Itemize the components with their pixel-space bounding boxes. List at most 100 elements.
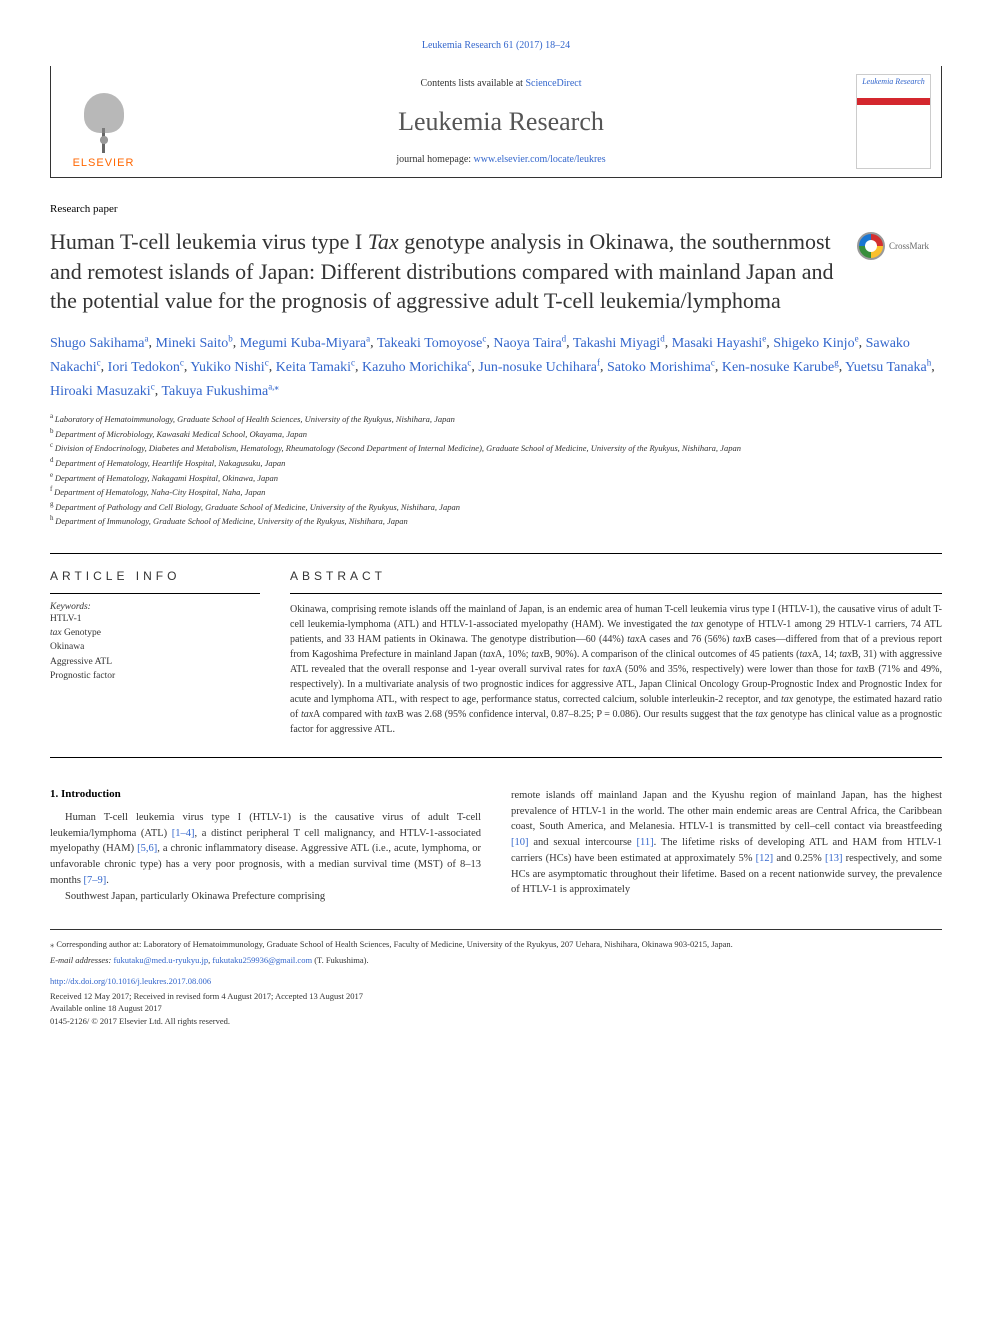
footer-divider: [50, 929, 942, 930]
email-link-2[interactable]: fukutaku259936@gmail.com: [212, 955, 312, 965]
ref-link[interactable]: [5,6]: [137, 843, 157, 854]
author-name[interactable]: Jun-nosuke Uchihara: [478, 360, 597, 375]
journal-title: Leukemia Research: [176, 107, 826, 137]
affiliation: e Department of Hematology, Nakagami Hos…: [50, 470, 942, 485]
keywords-label: Keywords:: [50, 602, 260, 612]
crossmark-badge[interactable]: CrossMark: [857, 232, 942, 260]
author-affiliation-ref: c: [265, 357, 269, 367]
author: Keita Tamakic: [276, 360, 355, 375]
author: Shigeko Kinjoe: [773, 336, 858, 351]
author-name[interactable]: Satoko Morishima: [607, 360, 711, 375]
email-line: E-mail addresses: fukutaku@med.u-ryukyu.…: [50, 954, 942, 967]
author-name[interactable]: Shigeko Kinjo: [773, 336, 854, 351]
author-name[interactable]: Keita Tamaki: [276, 360, 351, 375]
author-affiliation-ref: d: [562, 333, 567, 343]
crossmark-icon: [857, 232, 885, 260]
author-affiliation-ref: b: [228, 333, 233, 343]
author-name[interactable]: Iori Tedokon: [108, 360, 180, 375]
author-affiliation-ref: a,⁎: [268, 381, 279, 391]
email-suffix: (T. Fukushima).: [312, 955, 369, 965]
journal-header: ELSEVIER Contents lists available at Sci…: [50, 66, 942, 178]
author-name[interactable]: Takuya Fukushima: [161, 384, 268, 399]
affiliation-sup: b: [50, 427, 55, 435]
keyword: Okinawa: [50, 640, 260, 654]
author-affiliation-ref: c: [711, 357, 715, 367]
intro-para-3: remote islands off mainland Japan and th…: [511, 788, 942, 898]
keyword: tax Genotype: [50, 626, 260, 640]
affiliation: h Department of Immunology, Graduate Sch…: [50, 513, 942, 528]
info-abstract-row: ARTICLE INFO Keywords: HTLV-1tax Genotyp…: [50, 554, 942, 737]
affiliation: a Laboratory of Hematoimmunology, Gradua…: [50, 411, 942, 426]
contents-prefix: Contents lists available at: [420, 78, 525, 89]
article-info-column: ARTICLE INFO Keywords: HTLV-1tax Genotyp…: [50, 554, 260, 737]
author: Takuya Fukushimaa,⁎: [161, 384, 278, 399]
author: Jun-nosuke Uchiharaf: [478, 360, 600, 375]
journal-cover-box: Leukemia Research: [846, 66, 941, 177]
article-type: Research paper: [50, 203, 942, 215]
intro-heading: 1. Introduction: [50, 788, 481, 800]
footer: ⁎ Corresponding author at: Laboratory of…: [50, 938, 942, 1028]
keyword: Aggressive ATL: [50, 655, 260, 669]
author-name[interactable]: Takeaki Tomoyose: [377, 336, 482, 351]
intro-body: Human T-cell leukemia virus type I (HTLV…: [50, 788, 942, 905]
homepage-prefix: journal homepage:: [396, 154, 473, 165]
author-affiliation-ref: c: [351, 357, 355, 367]
section-divider-2: [50, 757, 942, 758]
author: Yuetsu Tanakah: [845, 360, 931, 375]
publisher-logo: ELSEVIER: [51, 66, 156, 177]
header-center: Contents lists available at ScienceDirec…: [156, 66, 846, 177]
t: .: [106, 875, 109, 886]
keywords-list: HTLV-1tax GenotypeOkinawaAggressive ATLP…: [50, 612, 260, 683]
author: Hiroaki Masuzakic: [50, 384, 155, 399]
ref-link[interactable]: [11]: [637, 837, 654, 848]
ref-link[interactable]: [12]: [756, 853, 774, 864]
author-affiliation-ref: e: [762, 333, 766, 343]
t: remote islands off mainland Japan and th…: [511, 790, 942, 833]
author-name[interactable]: Yuetsu Tanaka: [845, 360, 927, 375]
affiliation: f Department of Hematology, Naha-City Ho…: [50, 484, 942, 499]
author-name[interactable]: Mineki Saito: [156, 336, 229, 351]
intro-para-1: Human T-cell leukemia virus type I (HTLV…: [50, 810, 481, 889]
ref-link[interactable]: [13]: [825, 853, 843, 864]
author-name[interactable]: Ken-nosuke Karube: [722, 360, 834, 375]
ref-link[interactable]: [10]: [511, 837, 529, 848]
author-affiliation-ref: g: [834, 357, 839, 367]
author: Takeaki Tomoyosec: [377, 336, 486, 351]
contents-available: Contents lists available at ScienceDirec…: [176, 78, 826, 89]
author-name[interactable]: Naoya Taira: [493, 336, 561, 351]
author-affiliation-ref: d: [660, 333, 665, 343]
cover-title: Leukemia Research: [857, 78, 930, 86]
author-name[interactable]: Shugo Sakihama: [50, 336, 145, 351]
journal-cover-image: Leukemia Research: [856, 74, 931, 169]
author-name[interactable]: Masaki Hayashi: [672, 336, 763, 351]
affiliations-list: a Laboratory of Hematoimmunology, Gradua…: [50, 411, 942, 528]
ref-link[interactable]: [1–4]: [172, 828, 195, 839]
sciencedirect-link[interactable]: ScienceDirect: [525, 78, 581, 89]
corresponding-author: ⁎ Corresponding author at: Laboratory of…: [50, 938, 942, 951]
affiliation-sup: h: [50, 514, 55, 522]
ref-link[interactable]: [7–9]: [84, 875, 107, 886]
abstract-heading: ABSTRACT: [290, 554, 942, 594]
author-name[interactable]: Megumi Kuba-Miyara: [240, 336, 366, 351]
email-link-1[interactable]: fukutaku@med.u-ryukyu.jp: [113, 955, 208, 965]
author-affiliation-ref: a: [366, 333, 370, 343]
abstract-column: ABSTRACT Okinawa, comprising remote isla…: [290, 554, 942, 737]
author-affiliation-ref: c: [151, 381, 155, 391]
author: Takashi Miyagid: [573, 336, 665, 351]
author-affiliation-ref: c: [180, 357, 184, 367]
doi-link[interactable]: http://dx.doi.org/10.1016/j.leukres.2017…: [50, 975, 942, 988]
article-info-heading: ARTICLE INFO: [50, 554, 260, 594]
author: Iori Tedokonc: [108, 360, 184, 375]
homepage-link[interactable]: www.elsevier.com/locate/leukres: [474, 154, 606, 165]
author: Ken-nosuke Karubeg: [722, 360, 839, 375]
author-name[interactable]: Kazuho Morichika: [362, 360, 467, 375]
abstract-text: Okinawa, comprising remote islands off t…: [290, 602, 942, 737]
author-name[interactable]: Hiroaki Masuzaki: [50, 384, 151, 399]
available-online: Available online 18 August 2017: [50, 1002, 942, 1015]
author: Shugo Sakihamaa: [50, 336, 149, 351]
affiliation: b Department of Microbiology, Kawasaki M…: [50, 426, 942, 441]
crossmark-label: CrossMark: [889, 241, 929, 251]
author-name[interactable]: Yukiko Nishi: [190, 360, 264, 375]
article-title: Human T-cell leukemia virus type I Tax g…: [50, 227, 837, 316]
author-name[interactable]: Takashi Miyagi: [573, 336, 660, 351]
